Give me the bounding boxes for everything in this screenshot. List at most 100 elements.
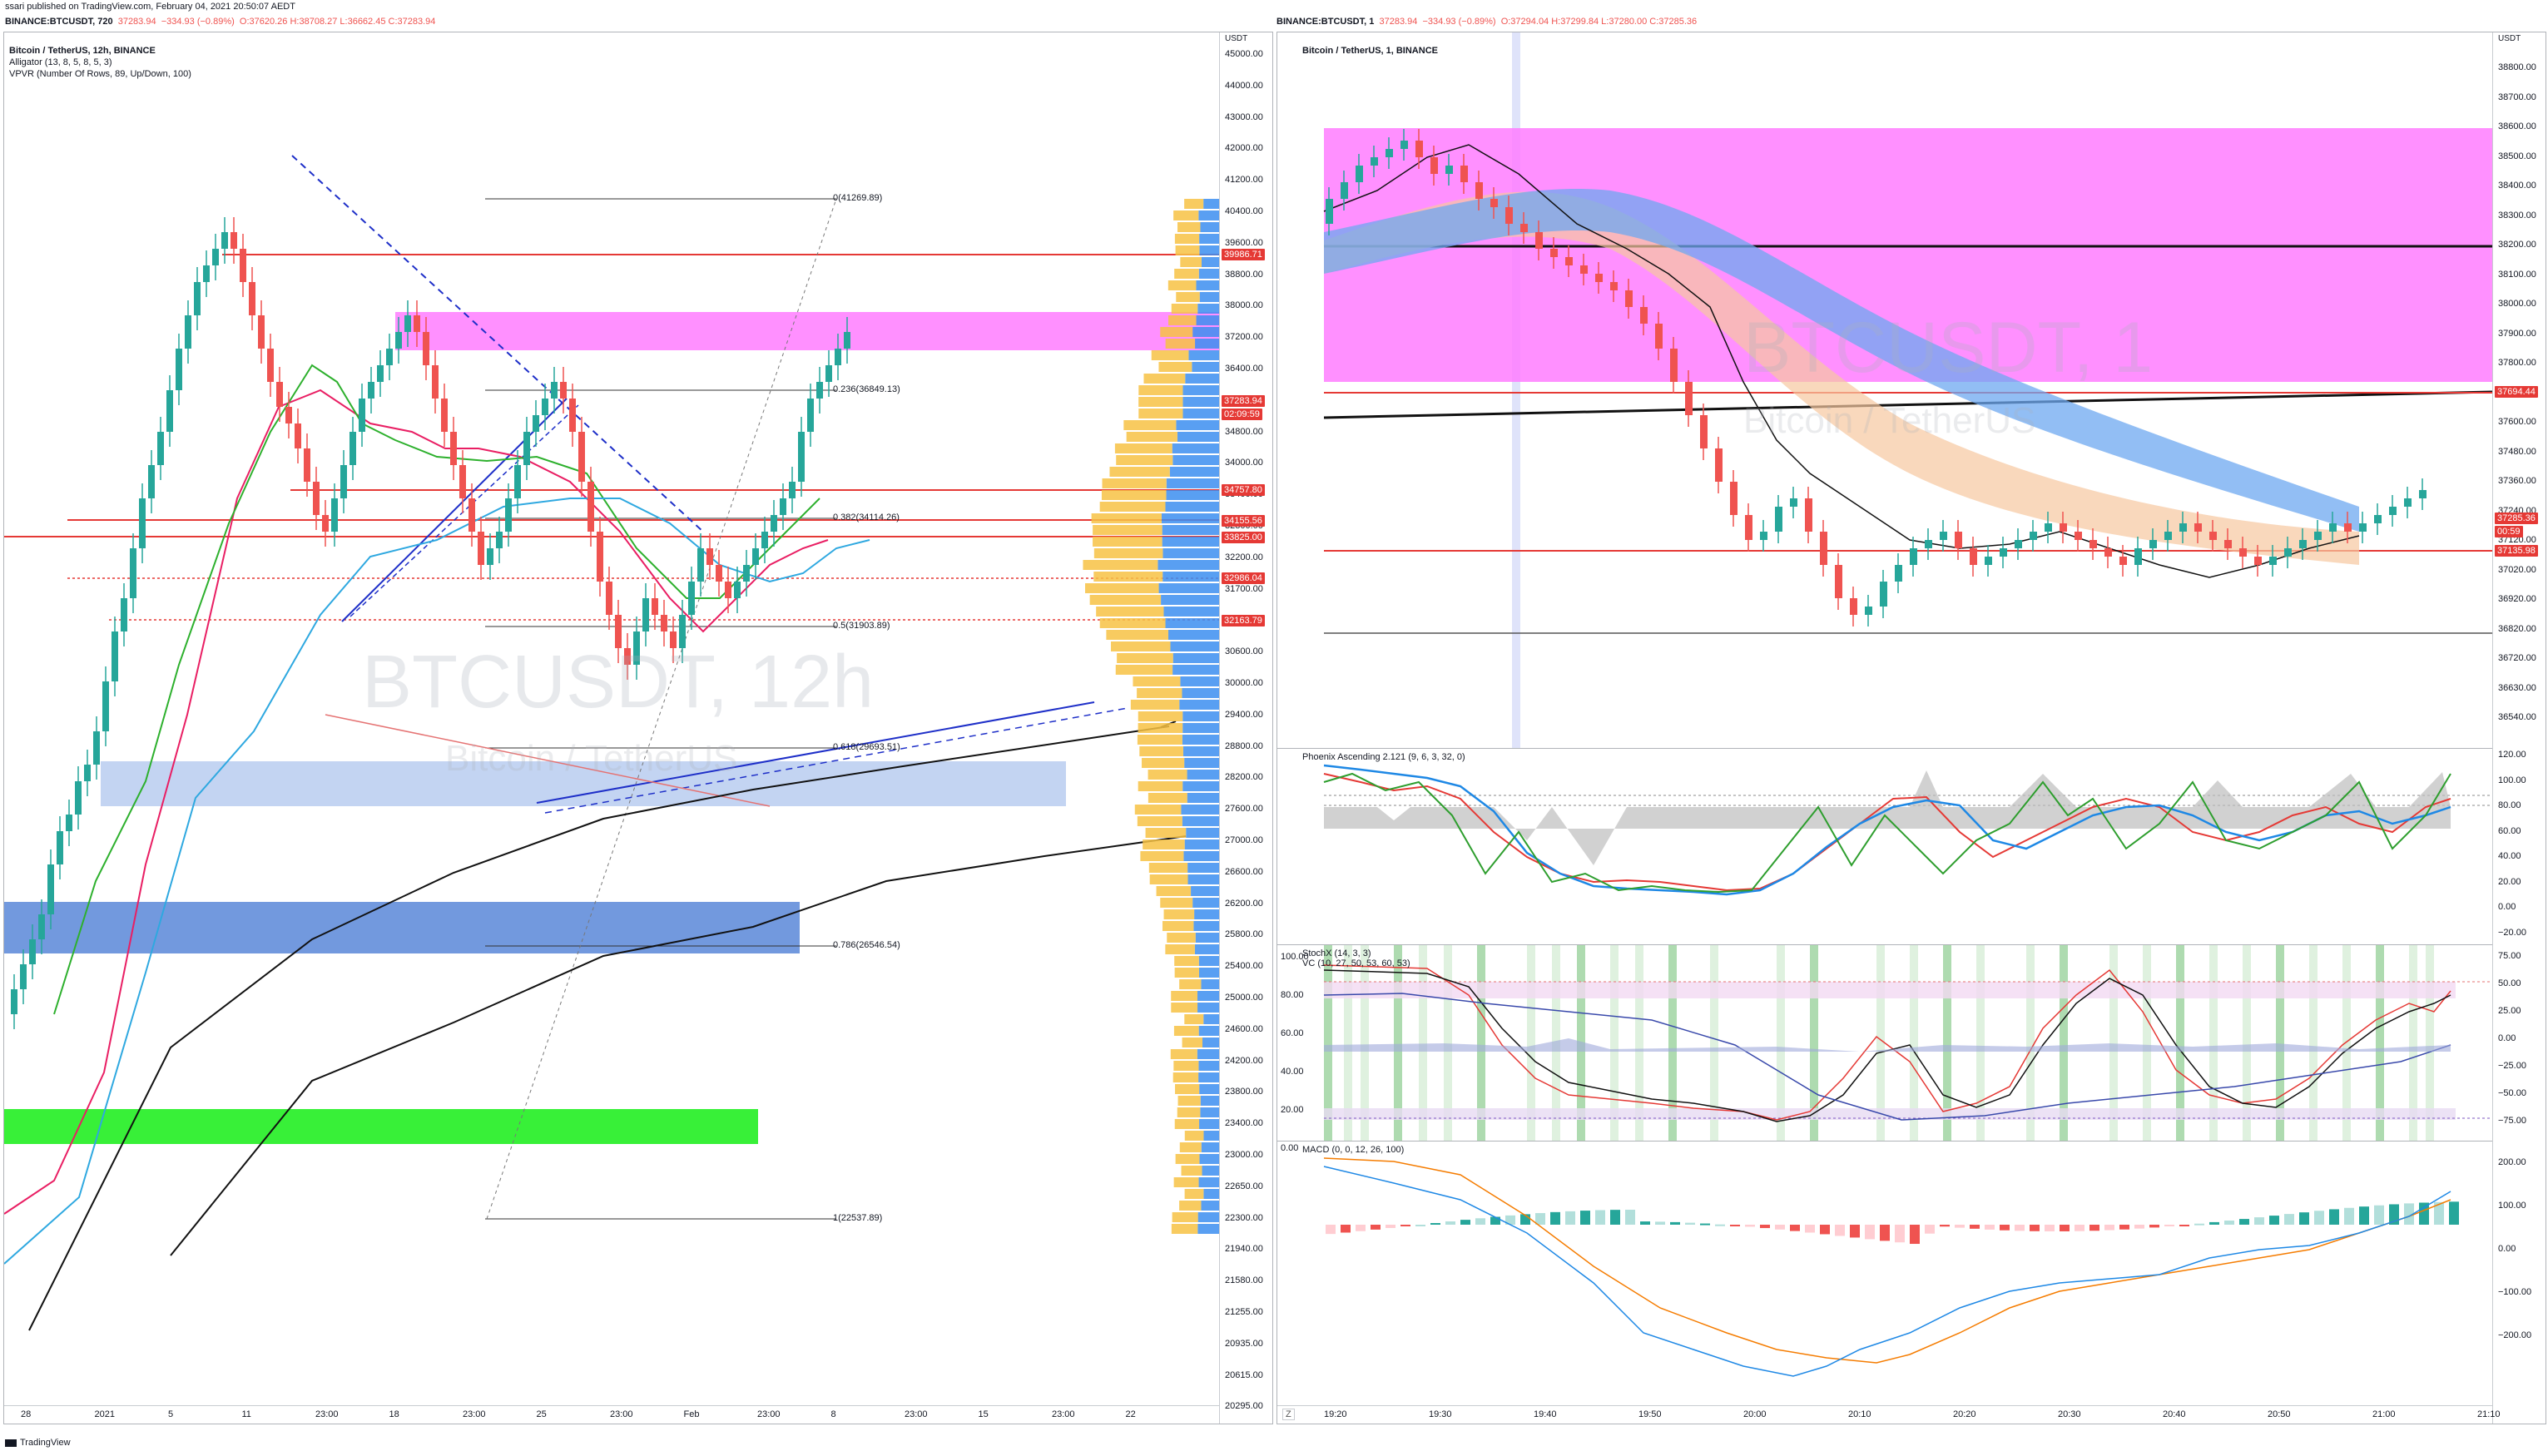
stoch-sub[interactable]: VC (10, 27, 50, 53, 60, 53) [1302,958,1410,968]
left-price-tick: 41200.00 [1225,175,1263,185]
right-price-tick: 36920.00 [2498,594,2536,604]
left-price-tick: 27600.00 [1225,804,1263,814]
right-price-tick: 38300.00 [2498,210,2536,220]
right-price-axis[interactable]: USDT 38800.00 38700.00 38600.00 38500.00 384… [2492,32,2546,1424]
macd-canvas[interactable] [1277,1142,2492,1406]
macd-tick: 100.00 [2498,1201,2526,1211]
macd-line [1324,1166,2451,1376]
left-price-label: 34757.80 [1222,484,1265,496]
left-symbol-line: BINANCE:BTCUSDT, 720 37283.94 −334.93 (−… [5,17,435,27]
left-price-tick: 24600.00 [1225,1024,1263,1034]
left-price-tick: 37200.00 [1225,332,1263,342]
right-watermark-sub: Bitcoin / TetherUS [1743,400,2035,442]
blue-dashed-uptrend[interactable] [350,405,578,617]
left-price-tick: 26600.00 [1225,867,1263,877]
left-time-tick: 23:00 [905,1409,928,1419]
macd-tick: 200.00 [2498,1157,2526,1167]
left-price-tick: 22650.00 [1225,1181,1263,1191]
left-price-axis[interactable]: USDT 45000.00 44000.00 43000.00 42000.00 412… [1219,32,1273,1424]
left-price-tick: 44000.00 [1225,81,1263,91]
phoenix-tick: 40.00 [2498,851,2521,861]
left-time-axis[interactable]: 28 2021 5 11 23:00 18 23:00 25 23:00 Feb 23:00 8 23:… [4,1405,1219,1424]
right-price-tick: 38100.00 [2498,270,2536,280]
macd-tick: −100.00 [2498,1287,2531,1297]
right-price-label: 37285.36 [2495,513,2538,524]
left-time-tick: 23:00 [315,1409,339,1419]
left-price-label: 37283.94 [1222,395,1265,407]
phoenix-tick: 60.00 [2498,826,2521,836]
fib-label-1: 1(22537.89) [833,1213,882,1223]
macd-tick: 0.00 [2498,1244,2516,1254]
left-price-tick: 34000.00 [1225,458,1263,468]
alligator-legend[interactable]: Alligator (13, 8, 5, 8, 5, 3) [9,57,112,67]
black-curve-1[interactable] [29,726,1169,1330]
stoch-right-tick: 0.00 [2498,1033,2516,1043]
phoenix-panel[interactable]: Phoenix Ascending 2.121 (9, 6, 3, 32, 0) [1277,748,2492,945]
left-price-tick: 29400.00 [1225,710,1263,720]
macd-panel[interactable]: MACD (0, 0, 12, 26, 100) [1277,1141,2492,1406]
right-price-tick: 37800.00 [2498,358,2536,368]
right-symbol[interactable]: BINANCE:BTCUSDT, 1 [1276,17,1374,27]
right-chart-pane[interactable]: Bitcoin / TetherUS, 1, BINANCE BTCUSDT, … [1276,32,2546,1424]
macd-tick: −200.00 [2498,1330,2531,1340]
left-price-tick: 43000.00 [1225,112,1263,122]
left-symbol[interactable]: BINANCE:BTCUSDT, 720 [5,17,113,27]
stoch-right-tick: 75.00 [2498,951,2521,961]
stoch-left-tick: 40.00 [1281,1067,1304,1077]
phoenix-canvas[interactable] [1277,749,2492,945]
left-price-tick: 27000.00 [1225,835,1263,845]
stoch-panel[interactable]: StochX (14, 3, 3) VC (10, 27, 50, 53, 60… [1277,944,2492,1142]
right-price-tick: 38200.00 [2498,240,2536,250]
right-time-tick: 20:30 [2058,1409,2081,1419]
left-time-tick: 23:00 [757,1409,781,1419]
right-price-tick: 38700.00 [2498,92,2536,102]
stoch-left-tick: 20.00 [1281,1105,1304,1115]
right-price-label: 37694.44 [2495,386,2538,398]
phoenix-tick: 100.00 [2498,775,2526,785]
left-watermark: BTCUSDT, 12h [362,640,874,726]
left-chart-pane[interactable]: Bitcoin / TetherUS, 12h, BINANCE Alligat… [3,32,1273,1424]
vpvr-legend[interactable]: VPVR (Number Of Rows, 89, Up/Down, 100) [9,69,191,79]
macd-title[interactable]: MACD (0, 0, 12, 26, 100) [1302,1145,1404,1155]
stoch-right-tick: 25.00 [2498,1006,2521,1016]
left-time-tick: 23:00 [463,1409,486,1419]
macd-signal-line [1324,1158,2451,1363]
left-price-tick: 45000.00 [1225,49,1263,59]
right-time-axis[interactable]: Z 19:20 19:30 19:40 19:50 20:00 20:10 20:20 20:… [1277,1405,2492,1424]
fib-label-0618: 0.618(29693.51) [833,742,900,752]
left-price-tick: 30000.00 [1225,678,1263,688]
volume-profile [1083,199,1219,1234]
stoch-canvas[interactable] [1277,945,2492,1142]
zoom-button[interactable]: Z [1282,1409,1295,1420]
right-price-tick: 36540.00 [2498,712,2536,722]
left-price-tick: 21255.00 [1225,1307,1263,1317]
left-price-tick: 23800.00 [1225,1087,1263,1097]
right-time-tick: 20:00 [1743,1409,1767,1419]
right-time-tick: 20:40 [2163,1409,2186,1419]
black-curve-2[interactable] [171,836,1186,1255]
tradingview-logo[interactable]: TradingView [5,1438,71,1448]
left-title: Bitcoin / TetherUS, 12h, BINANCE [9,46,156,56]
fib-label-05: 0.5(31903.89) [833,621,890,631]
left-price-tick: 25000.00 [1225,993,1263,1003]
right-time-tick: 19:20 [1324,1409,1347,1419]
right-main-canvas[interactable] [1277,32,2492,748]
left-price-tick: 31700.00 [1225,584,1263,594]
left-time-tick: 2021 [95,1409,115,1419]
right-price-tick: 38000.00 [2498,299,2536,309]
right-symbol-line: BINANCE:BTCUSDT, 1 37283.94 −334.93 (−0.… [1276,17,1697,27]
fib-label-0382: 0.382(34114.26) [833,513,900,522]
stoch-title[interactable]: StochX (14, 3, 3) [1302,948,1371,958]
stoch-right-tick: 50.00 [2498,978,2521,988]
phoenix-tick: −20.00 [2498,928,2526,938]
right-price-tick: 37020.00 [2498,565,2536,575]
left-time-tick: 18 [389,1409,399,1419]
phoenix-title[interactable]: Phoenix Ascending 2.121 (9, 6, 3, 32, 0) [1302,752,1465,762]
left-price-tick: 20615.00 [1225,1370,1263,1380]
right-title: Bitcoin / TetherUS, 1, BINANCE [1302,46,1438,56]
right-time-tick: 21:10 [2477,1409,2501,1419]
right-change: −334.93 (−0.89%) [1422,17,1495,27]
right-price-tick: 37480.00 [2498,447,2536,457]
left-time-tick: 11 [242,1409,251,1419]
right-price-label: 37135.98 [2495,545,2538,557]
